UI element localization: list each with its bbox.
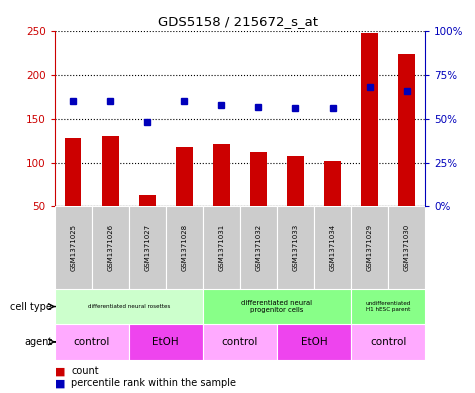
Text: ■: ■ — [55, 366, 65, 376]
Bar — [388, 206, 425, 289]
Text: GSM1371034: GSM1371034 — [330, 224, 335, 271]
Bar — [129, 324, 203, 360]
Text: control: control — [74, 337, 110, 347]
Bar — [213, 144, 230, 206]
Bar — [102, 136, 119, 206]
Text: agent: agent — [24, 337, 52, 347]
Bar — [314, 206, 351, 289]
Bar — [351, 324, 425, 360]
Text: percentile rank within the sample: percentile rank within the sample — [71, 378, 236, 388]
Text: EtOH: EtOH — [301, 337, 327, 347]
Text: count: count — [71, 366, 99, 376]
Text: ■: ■ — [55, 378, 65, 388]
Text: control: control — [222, 337, 258, 347]
Bar — [361, 33, 378, 206]
Text: differentiated neural rosettes: differentiated neural rosettes — [87, 304, 170, 309]
Bar — [351, 289, 425, 324]
Text: GSM1371026: GSM1371026 — [107, 224, 113, 271]
Text: cell type: cell type — [10, 301, 52, 312]
Bar — [166, 206, 203, 289]
Text: GSM1371033: GSM1371033 — [293, 224, 298, 271]
Bar — [203, 324, 277, 360]
Text: control: control — [370, 337, 406, 347]
Text: GSM1371028: GSM1371028 — [181, 224, 187, 271]
Bar — [351, 206, 388, 289]
Bar — [92, 206, 129, 289]
Bar — [55, 324, 129, 360]
Text: GSM1371027: GSM1371027 — [144, 224, 150, 271]
Text: differentiated neural
progenitor cells: differentiated neural progenitor cells — [241, 300, 313, 313]
Bar — [55, 289, 203, 324]
Bar — [277, 206, 314, 289]
Bar — [398, 54, 415, 206]
Bar — [55, 206, 92, 289]
Text: GSM1371029: GSM1371029 — [367, 224, 372, 271]
Bar — [176, 147, 193, 206]
Text: GSM1371025: GSM1371025 — [70, 224, 76, 271]
Bar — [139, 195, 156, 206]
Bar — [250, 152, 267, 206]
Bar — [324, 161, 341, 206]
Bar — [65, 138, 82, 206]
Bar — [129, 206, 166, 289]
Text: undifferentiated
H1 hESC parent: undifferentiated H1 hESC parent — [365, 301, 411, 312]
Text: GSM1371030: GSM1371030 — [404, 224, 409, 271]
Bar — [277, 324, 351, 360]
Text: GDS5158 / 215672_s_at: GDS5158 / 215672_s_at — [158, 15, 317, 28]
Bar — [203, 206, 240, 289]
Text: GSM1371031: GSM1371031 — [218, 224, 224, 271]
Text: GSM1371032: GSM1371032 — [256, 224, 261, 271]
Text: EtOH: EtOH — [152, 337, 179, 347]
Bar — [203, 289, 351, 324]
Bar — [240, 206, 277, 289]
Bar — [287, 156, 304, 206]
